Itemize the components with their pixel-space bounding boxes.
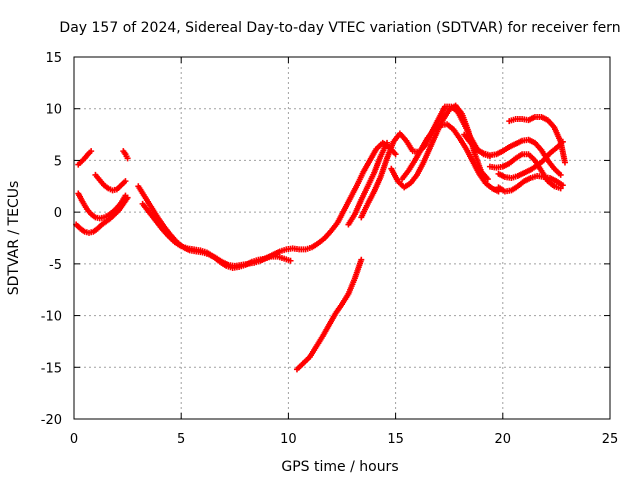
data-point [122, 178, 129, 185]
chart-title: Day 157 of 2024, Sidereal Day-to-day VTE… [59, 20, 620, 36]
x-tick-label: 20 [495, 432, 512, 447]
series-arc-k [388, 102, 491, 191]
y-tick-label: -5 [49, 258, 62, 273]
x-tick-label: 15 [387, 432, 404, 447]
data-point [88, 148, 95, 155]
data-points [73, 102, 568, 373]
data-point [122, 192, 129, 199]
series-arc-p [495, 172, 566, 195]
series-arc-c [75, 148, 95, 168]
y-tick-label: -15 [41, 361, 62, 376]
series-arc-e [120, 148, 131, 162]
data-point [124, 155, 131, 162]
data-point [561, 159, 568, 166]
y-axis-label: SDTVAR / TECUs [6, 181, 22, 296]
series-arc-q [506, 113, 568, 166]
data-point [559, 182, 566, 189]
x-tick-label: 10 [280, 432, 297, 447]
x-tick-label: 5 [177, 432, 185, 447]
y-tick-label: -10 [41, 310, 62, 325]
series-arc-n [486, 151, 564, 192]
y-tick-label: -20 [41, 413, 62, 428]
y-tick-label: 5 [54, 154, 62, 169]
x-axis-label: GPS time / hours [281, 459, 398, 475]
series-arc-o [495, 138, 566, 182]
x-tick-label: 0 [70, 432, 78, 447]
axis-ticks: 0 5 10 15 20 25 15 10 5 0 -5 -10 -15 -20 [41, 51, 619, 447]
series-arc-h [293, 256, 365, 373]
data-point [557, 171, 564, 178]
series-arc-g [139, 200, 294, 271]
y-tick-label: 0 [54, 206, 62, 221]
series-arc-m [461, 131, 564, 178]
series-arc-b [75, 190, 129, 222]
series-arc-d [92, 171, 129, 194]
x-tick-label: 25 [602, 432, 619, 447]
data-point [384, 139, 391, 146]
grid [74, 57, 610, 419]
data-point [287, 257, 294, 264]
y-tick-label: 10 [45, 103, 62, 118]
series-arc-l [399, 121, 502, 195]
data-point [358, 256, 365, 263]
y-tick-label: 15 [45, 51, 62, 66]
plot-frame [73, 56, 611, 420]
series-arc-i [345, 139, 391, 228]
data-point [392, 151, 399, 158]
data-point [484, 176, 491, 183]
